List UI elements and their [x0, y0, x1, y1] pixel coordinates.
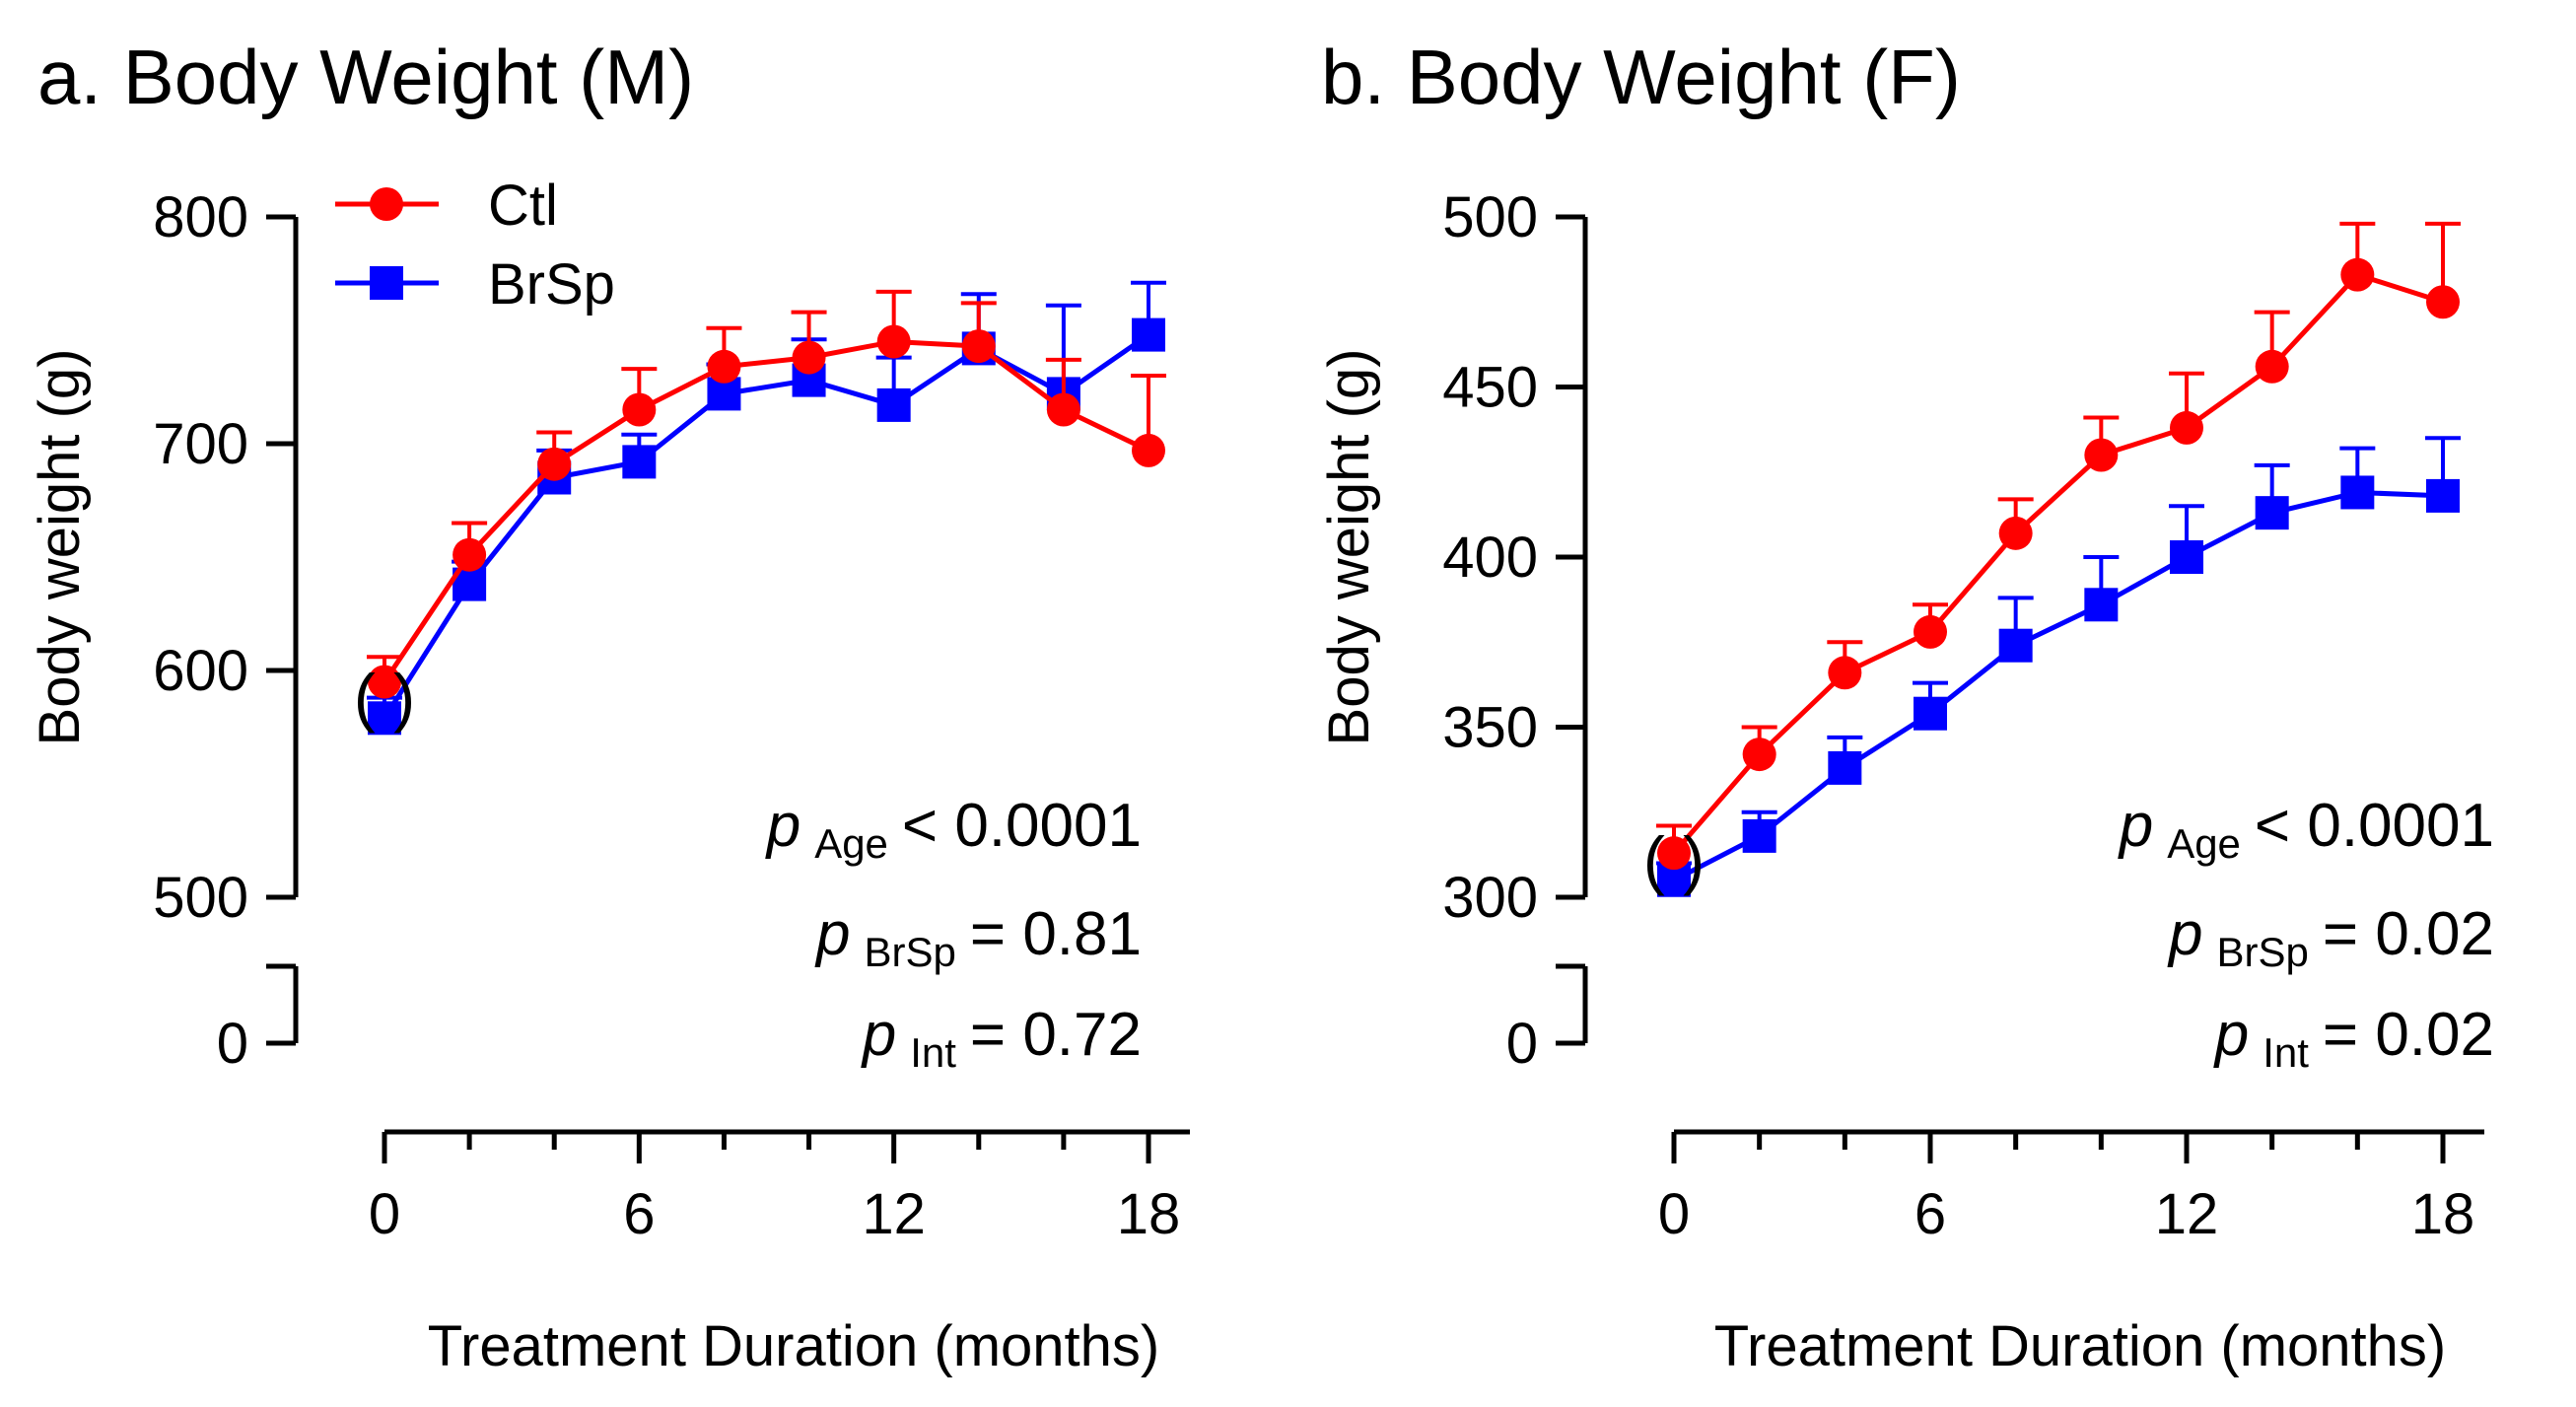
data-point [961, 329, 996, 364]
data-point [2426, 285, 2460, 319]
series-brsp [367, 280, 1166, 736]
data-point [2084, 438, 2119, 472]
panel-a-series [367, 280, 1166, 736]
panel-b-y-axis-label: Body weight (g) [1317, 349, 1381, 746]
series-line [1672, 489, 2444, 882]
data-point [1132, 317, 1165, 352]
data-point [876, 387, 911, 422]
y-tick-label: 300 [1442, 866, 1538, 930]
stat-brsp: p BrSp = 0.02 [2167, 900, 2494, 975]
legend-ctl-marker [370, 187, 403, 221]
stat-int: p Int = 0.72 [861, 1001, 1142, 1076]
data-point [2426, 478, 2460, 513]
data-point [1046, 392, 1080, 427]
y-tick-label: 500 [1442, 185, 1538, 249]
data-point [622, 445, 657, 479]
data-point [792, 340, 826, 375]
panel-b-series [1656, 221, 2461, 897]
panel-b-x-axis-label: Treatment Duration (months) [1714, 1314, 2446, 1378]
panel-a-axes: 500 600 700 800 0 0 6 12 18 [153, 185, 1190, 1246]
data-point [1828, 656, 1862, 690]
x-tick-label: 0 [1658, 1182, 1690, 1246]
x-tick-label: 18 [2411, 1182, 2475, 1246]
panel-a-male: a. Body Weight (M) Body weight (g) Treat… [28, 34, 1190, 1378]
y-tick-label: 350 [1442, 696, 1538, 760]
data-point [537, 447, 572, 481]
panel-b-title: b. Body Weight (F) [1321, 34, 1961, 120]
data-point [1914, 696, 1947, 731]
x-tick-label: 18 [1117, 1182, 1181, 1246]
data-point [2255, 496, 2289, 530]
data-point [2340, 257, 2375, 292]
panel-a-x-axis-label: Treatment Duration (months) [428, 1314, 1159, 1378]
y-tick-label: 0 [1506, 1012, 1538, 1076]
y-tick-label: 500 [153, 866, 248, 930]
stat-brsp: p BrSp = 0.81 [814, 900, 1142, 975]
stat-int: p Int = 0.02 [2213, 1001, 2494, 1076]
y-tick-label: 600 [153, 639, 248, 703]
data-point [368, 665, 401, 699]
panel-a-stats: p Age < 0.0001 p BrSp = 0.81 p Int = 0.72 [765, 792, 1142, 1076]
x-tick-label: 12 [2155, 1182, 2219, 1246]
x-tick-label: 12 [862, 1182, 926, 1246]
x-tick-label: 6 [623, 1182, 655, 1246]
panel-b-axes: 300 350 400 450 500 0 0 6 12 18 [1442, 185, 2484, 1246]
data-point [453, 537, 487, 572]
x-tick-label: 6 [1915, 1182, 1946, 1246]
stat-age: p Age < 0.0001 [765, 792, 1142, 867]
x-tick-label: 0 [369, 1182, 400, 1246]
data-point [1998, 628, 2033, 663]
data-point [622, 392, 657, 427]
y-tick-label: 800 [153, 185, 248, 249]
data-point [2084, 588, 2119, 622]
data-point [1914, 614, 1947, 649]
legend-ctl-label: Ctl [488, 174, 558, 238]
data-point [1828, 750, 1862, 785]
y-tick-label: 450 [1442, 356, 1538, 420]
series-ctl [1656, 221, 2461, 871]
panel-b-stats: p Age < 0.0001 p BrSp = 0.02 p Int = 0.02 [2118, 792, 2494, 1076]
series-ctl [367, 289, 1166, 699]
data-point [2340, 475, 2375, 510]
stat-age: p Age < 0.0001 [2118, 792, 2494, 867]
legend-brsp-marker [370, 266, 403, 300]
data-point [1132, 433, 1165, 467]
y-tick-label: 700 [153, 412, 248, 476]
panel-b-female: b. Body Weight (F) Body weight (g) Treat… [1317, 34, 2494, 1378]
panel-a-baseline-marker: ( ) [354, 661, 415, 734]
data-point [2255, 349, 2289, 384]
series-line [1672, 271, 2444, 855]
panel-b-baseline-marker: ( ) [1643, 823, 1705, 896]
data-point [1742, 818, 1776, 853]
series-brsp [1656, 436, 2461, 897]
series-line [382, 338, 1150, 683]
panel-a-legend: Ctl BrSp [335, 174, 615, 317]
data-point [1742, 738, 1776, 772]
series-line [382, 332, 1150, 720]
data-point [1998, 516, 2033, 550]
y-tick-label: 0 [217, 1012, 248, 1076]
data-point [707, 349, 741, 384]
data-point [2170, 540, 2203, 574]
panel-a-title: a. Body Weight (M) [37, 34, 694, 120]
y-tick-label: 400 [1442, 526, 1538, 590]
data-point [876, 324, 911, 359]
data-point [2170, 410, 2203, 445]
data-point [1657, 836, 1691, 871]
data-point [368, 701, 401, 736]
panel-a-y-axis-label: Body weight (g) [28, 349, 92, 746]
legend-brsp-label: BrSp [488, 252, 615, 317]
